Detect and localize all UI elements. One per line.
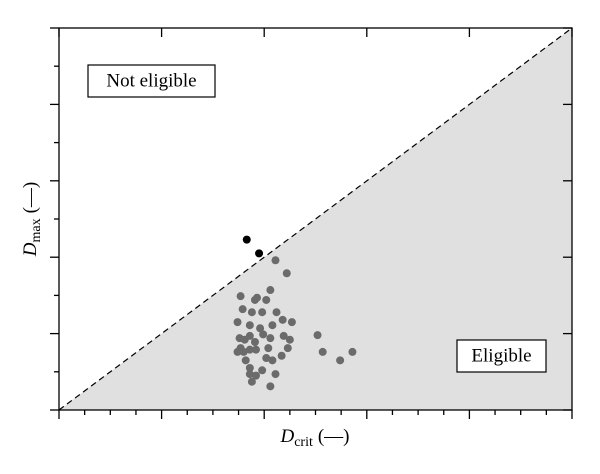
point (277, 351, 286, 360)
eligible-region (59, 28, 572, 410)
point (318, 347, 327, 356)
point (250, 295, 259, 304)
point (336, 356, 345, 365)
point (266, 286, 275, 295)
point (245, 363, 254, 372)
diagonal (58, 27, 573, 411)
point (278, 315, 287, 324)
annotation: Eligible (471, 345, 531, 366)
point (256, 324, 265, 333)
point (271, 370, 280, 379)
point (242, 235, 251, 244)
point (279, 331, 288, 340)
point (285, 335, 294, 344)
point (313, 331, 322, 340)
point (247, 377, 256, 386)
point (247, 308, 256, 317)
x-axis-label: Dcrit (—) (279, 426, 349, 450)
point (251, 371, 260, 380)
point (268, 321, 277, 330)
point (272, 308, 281, 317)
point (245, 345, 254, 354)
y-axis-label: Dmax(—) (20, 182, 44, 258)
point (240, 335, 249, 344)
point (266, 334, 275, 343)
point (245, 321, 254, 330)
point (258, 366, 267, 375)
point (250, 338, 259, 347)
point (282, 269, 291, 278)
point (241, 356, 250, 365)
point (236, 292, 245, 301)
point (251, 345, 260, 354)
point (239, 347, 248, 356)
point (238, 305, 247, 314)
point (287, 318, 296, 327)
point (245, 370, 254, 379)
point (283, 344, 292, 353)
point (268, 356, 277, 365)
point (258, 308, 267, 317)
annotation: Not eligible (106, 70, 196, 91)
point (348, 347, 357, 356)
point (271, 256, 280, 265)
point (264, 344, 273, 353)
point (259, 330, 268, 339)
point (233, 347, 242, 356)
annotation-box (87, 64, 216, 98)
point (262, 354, 271, 363)
point (262, 295, 271, 304)
point (255, 249, 264, 258)
point (233, 318, 242, 327)
annotation-box (456, 339, 547, 373)
point (266, 382, 275, 391)
